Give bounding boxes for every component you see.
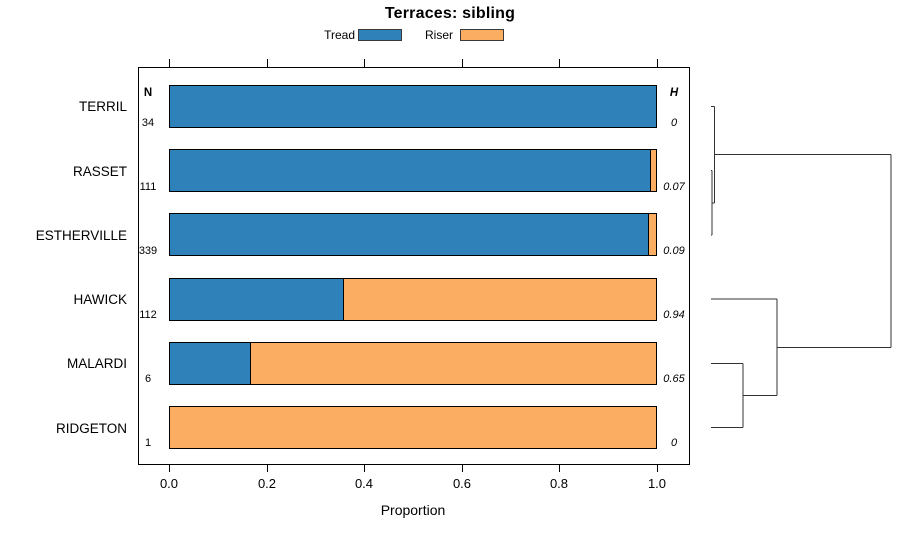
x-tick-label: 0.2 [257,476,277,491]
legend-swatch-tread-icon [358,29,402,41]
category-label: RIDGETON [55,421,127,436]
bar-segment-tread [170,150,652,191]
h-value: 0 [670,437,678,449]
legend-label-tread: Tread [324,28,355,42]
h-value: 0.07 [663,181,685,193]
bar-segment-tread [170,279,344,320]
stacked-bar [169,278,657,321]
n-value: 6 [144,373,152,385]
n-value: 111 [139,181,157,193]
stacked-bar [169,149,657,192]
legend-swatch-riser-icon [460,29,504,41]
n-value: 339 [138,245,158,257]
stacked-bar [169,342,657,385]
plot-box [138,67,690,465]
stacked-bar [169,406,657,449]
bar-segment-riser [343,279,656,320]
bar-segment-tread [170,86,656,127]
h-value: 0.65 [663,373,685,385]
chart-title: Terraces: sibling [384,5,516,22]
n-column-header: N [143,87,153,99]
category-label: RASSET [72,164,127,179]
stacked-bar [169,213,657,256]
n-value: 34 [141,117,155,129]
h-value: 0 [670,117,678,129]
x-tick-label: 0.6 [452,476,472,491]
bar-segment-riser [170,407,656,448]
x-tick-label: 0.0 [159,476,179,491]
category-label: MALARDI [66,356,127,371]
stacked-bar [169,85,657,128]
category-label: HAWICK [73,292,128,307]
category-label: TERRIL [78,99,127,114]
h-value: 0.09 [663,245,685,257]
bar-segment-riser [649,214,656,255]
x-tick-label: 0.8 [549,476,569,491]
x-tick-label: 1.0 [647,476,667,491]
bar-segment-tread [170,214,650,255]
n-value: 1 [144,437,152,449]
bar-segment-riser [251,343,656,384]
h-column-header: H [669,87,679,99]
legend-label-riser: Riser [424,28,453,42]
h-value: 0.94 [663,309,685,321]
category-label: ESTHERVILLE [35,228,127,243]
x-axis-title: Proportion [380,502,446,518]
x-tick-label: 0.4 [354,476,374,491]
bar-segment-tread [170,343,252,384]
bar-segment-riser [651,150,656,191]
n-value: 112 [139,309,157,321]
